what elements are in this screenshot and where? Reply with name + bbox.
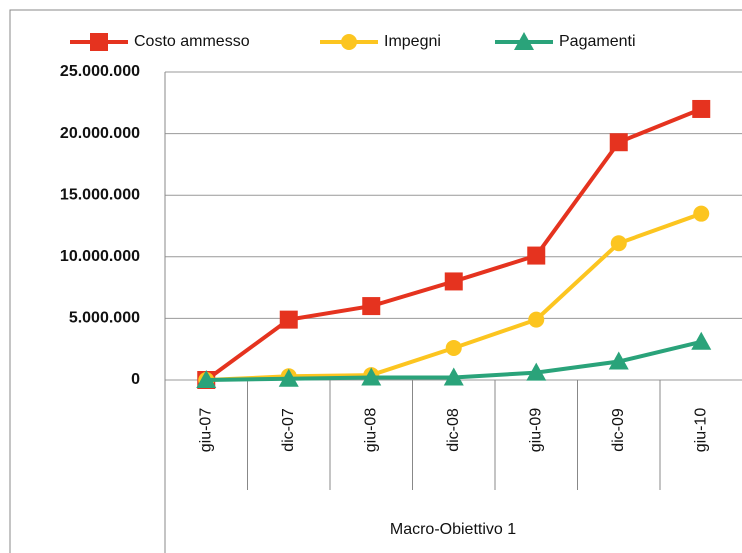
x-tick-label: dic-07 [280,408,297,452]
x-tick-label: dic-09 [610,408,627,452]
legend-label: Impegni [384,33,441,50]
marker [692,99,711,118]
y-tick-label: 15.000.000 [60,186,140,203]
marker [361,367,382,386]
marker [610,235,627,252]
marker [528,311,545,328]
x-tick-label: giu-08 [362,408,379,453]
y-tick-label: 20.000.000 [60,125,140,142]
y-tick-label: 0 [131,371,140,388]
marker [445,339,462,356]
x-tick-label: giu-09 [527,408,544,453]
y-tick-label: 10.000.000 [60,248,140,265]
x-tick-label: giu-07 [197,408,214,453]
marker [526,362,547,381]
marker [196,370,217,388]
legend-label: Costo ammesso [134,33,250,50]
legend-label: Pagamenti [559,33,636,50]
marker [278,368,299,387]
legend-marker [90,33,108,51]
marker [279,310,298,329]
group-label: Macro-Obiettivo 1 [390,521,516,538]
y-tick-label: 5.000.000 [69,310,140,327]
x-tick-label: giu-10 [692,408,709,453]
y-tick-label: 25.000.000 [60,63,140,80]
chart-border [9,9,742,553]
legend-marker [514,32,534,50]
marker [443,367,464,386]
marker [527,246,546,265]
marker [693,205,710,222]
marker [608,351,629,370]
marker [691,331,712,350]
marker [444,272,463,291]
legend-marker [341,34,357,50]
x-tick-label: dic-08 [445,408,462,452]
marker [362,297,381,316]
marker [609,133,628,152]
